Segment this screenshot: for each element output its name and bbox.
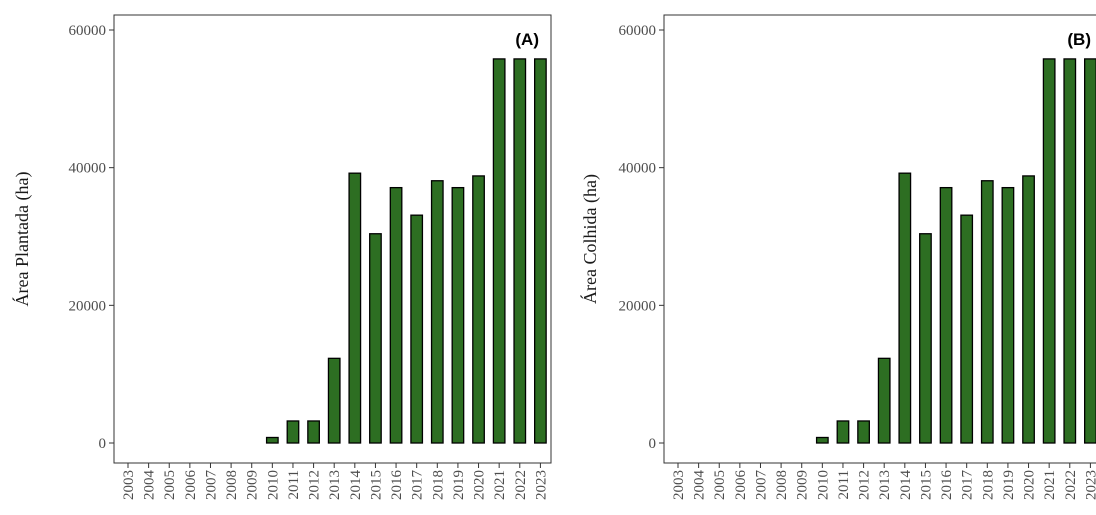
y-axis-title: Área Plantada (ha)	[11, 172, 33, 307]
bar	[898, 172, 912, 444]
x-tick-label: 2017	[960, 470, 976, 501]
y-tick-label: 20000	[619, 298, 657, 314]
x-tick-label: 2023	[1083, 470, 1096, 500]
x-tick-label: 2007	[753, 470, 769, 501]
x-tick-label: 2017	[410, 470, 426, 501]
bar	[286, 420, 300, 444]
bar	[1042, 58, 1056, 444]
bar	[960, 214, 974, 444]
bar	[307, 420, 320, 444]
bar	[513, 58, 527, 444]
y-tick-label: 60000	[69, 23, 107, 39]
x-tick-label: 2003	[121, 470, 137, 500]
bar	[980, 180, 994, 444]
bar	[472, 175, 485, 444]
x-tick-label: 2021	[492, 470, 508, 500]
bar	[369, 233, 382, 444]
chart-panel-a: 0 20000 40000 60000 Área Plantada (ha) 2003 20…	[11, 14, 552, 501]
x-tick-label: 2004	[692, 470, 708, 501]
x-tick-label: 2018	[980, 470, 996, 500]
x-tick-label: 2018	[430, 470, 446, 500]
x-tick-label: 2016	[939, 470, 955, 501]
bar	[389, 186, 403, 444]
bar	[877, 357, 891, 444]
bar	[836, 420, 850, 444]
x-tick-label: 2015	[918, 470, 934, 500]
bar	[492, 58, 506, 444]
y-tick-label: 0	[649, 436, 657, 452]
x-tick-label: 2005	[162, 470, 178, 500]
bar	[1022, 175, 1035, 444]
x-tick-label: 2019	[451, 470, 467, 500]
bar	[410, 214, 424, 444]
panel-label: (B)	[1067, 30, 1091, 49]
x-tick-label: 2009	[245, 470, 261, 500]
x-tick-label: 2007	[203, 470, 219, 501]
bar	[1001, 186, 1015, 444]
x-tick-label: 2014	[898, 470, 914, 501]
x-tick-label: 2019	[1001, 470, 1017, 500]
chart-panel-b: 0 20000 40000 60000 Área Colhida (ha) 2003 200…	[579, 14, 1096, 501]
x-tick-label: 2015	[368, 470, 384, 500]
y-tick-label: 60000	[619, 23, 657, 39]
x-tick-label: 2003	[671, 470, 687, 500]
x-tick-label: 2016	[389, 470, 405, 501]
x-tick-label: 2008	[774, 470, 790, 500]
x-tick-label: 2005	[712, 470, 728, 500]
bar	[265, 436, 279, 444]
x-tick-label: 2012	[857, 470, 873, 500]
x-tick-label: 2006	[733, 470, 749, 501]
x-tick-label: 2022	[1063, 470, 1079, 500]
panel-label: (A)	[515, 30, 539, 49]
x-tick-label: 2020	[1022, 470, 1038, 500]
x-tick-label: 2014	[348, 470, 364, 501]
x-tick-label: 2009	[795, 470, 811, 500]
bar	[939, 186, 953, 444]
x-tick-label: 2010	[265, 470, 281, 500]
bar	[348, 172, 362, 444]
bar	[451, 186, 465, 444]
y-axis-title: Área Colhida (ha)	[579, 174, 601, 304]
bar	[815, 436, 829, 444]
x-tick-label: 2021	[1042, 470, 1058, 500]
y-tick-label: 0	[99, 436, 107, 452]
x-tick-label: 2010	[815, 470, 831, 500]
x-tick-label: 2013	[327, 470, 343, 500]
bar	[919, 233, 932, 444]
bar	[430, 180, 444, 444]
x-tick-label: 2011	[286, 470, 302, 499]
bar	[857, 420, 870, 444]
x-tick-label: 2012	[307, 470, 323, 500]
y-tick-label: 40000	[69, 161, 107, 177]
x-tick-label: 2013	[877, 470, 893, 500]
bar	[1063, 58, 1077, 444]
bar	[1084, 58, 1096, 444]
x-tick-label: 2023	[533, 470, 549, 500]
bar	[327, 357, 341, 444]
y-tick-label: 40000	[619, 161, 657, 177]
x-tick-label: 2004	[142, 470, 158, 501]
x-tick-label: 2011	[836, 470, 852, 499]
bar	[534, 58, 547, 444]
x-tick-label: 2006	[183, 470, 199, 501]
x-tick-label: 2020	[472, 470, 488, 500]
x-tick-label: 2022	[513, 470, 529, 500]
x-tick-label: 2008	[224, 470, 240, 500]
y-tick-label: 20000	[69, 298, 107, 314]
